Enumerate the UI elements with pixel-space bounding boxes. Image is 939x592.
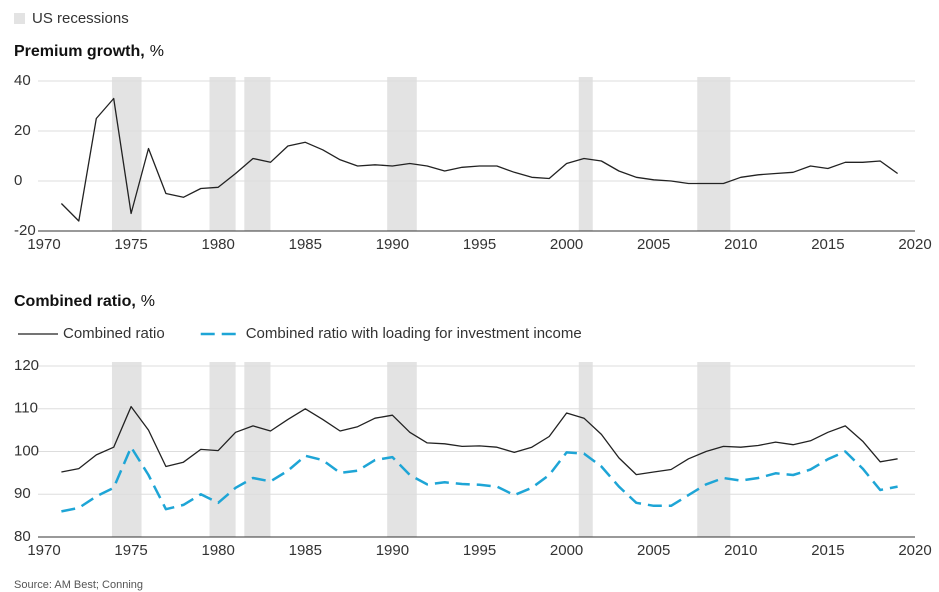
series-line: [60, 97, 898, 222]
source-note: Source: AM Best; Conning: [14, 579, 143, 591]
x-tick-label: 1995: [463, 236, 496, 253]
y-tick-label: 110: [14, 400, 38, 417]
x-tick-label: 2005: [637, 542, 670, 559]
y-tick-label: 120: [14, 357, 39, 374]
recession-band: [387, 77, 417, 231]
x-tick-label: 1970: [27, 236, 60, 253]
recession-band: [387, 362, 417, 537]
recession-band: [209, 77, 236, 231]
x-tick-label: 2005: [637, 236, 670, 253]
x-tick-label: 1975: [114, 542, 147, 559]
y-tick-label: 0: [14, 172, 22, 189]
x-tick-label: 2015: [811, 236, 844, 253]
recession-band: [111, 362, 142, 537]
y-tick-label: 90: [14, 485, 31, 502]
x-tick-label: 1970: [27, 542, 60, 559]
x-tick-label: 2020: [898, 542, 931, 559]
recession-band: [578, 77, 593, 231]
recession-band: [578, 362, 593, 537]
recession-band: [209, 362, 236, 537]
x-tick-label: 1990: [376, 236, 409, 253]
legend-label: Combined ratio with loading for investme…: [246, 325, 582, 342]
chart-title-unit: %: [150, 43, 164, 60]
y-tick-label: 40: [14, 72, 31, 89]
x-tick-label: 1980: [202, 542, 235, 559]
recession-band: [697, 77, 731, 231]
x-tick-label: 2010: [724, 236, 757, 253]
x-tick-label: 2000: [550, 542, 583, 559]
recession-legend-swatch: [14, 13, 25, 24]
recession-legend-label: US recessions: [32, 10, 129, 27]
x-tick-label: 2020: [898, 236, 931, 253]
x-tick-label: 1975: [114, 236, 147, 253]
x-tick-label: 1985: [289, 236, 322, 253]
x-tick-label: 1985: [289, 542, 322, 559]
recession-band: [111, 77, 142, 231]
y-tick-label: 20: [14, 122, 31, 139]
chart-title: Combined ratio,: [14, 293, 136, 310]
y-tick-label: 80: [14, 528, 31, 545]
legend-label: Combined ratio: [63, 325, 165, 342]
y-tick-label: 100: [14, 442, 39, 459]
x-tick-label: 1995: [463, 542, 496, 559]
series-line: [61, 405, 898, 476]
x-tick-label: 1980: [202, 236, 235, 253]
chart-title-unit: %: [141, 293, 155, 310]
x-tick-label: 2000: [550, 236, 583, 253]
x-tick-label: 2010: [724, 542, 757, 559]
x-tick-label: 1990: [376, 542, 409, 559]
chart-title: Premium growth,: [14, 43, 145, 60]
y-tick-label: -20: [14, 222, 36, 239]
x-tick-label: 2015: [811, 542, 844, 559]
recession-band: [244, 77, 271, 231]
recession-band: [244, 362, 271, 537]
series-line: [61, 445, 898, 513]
